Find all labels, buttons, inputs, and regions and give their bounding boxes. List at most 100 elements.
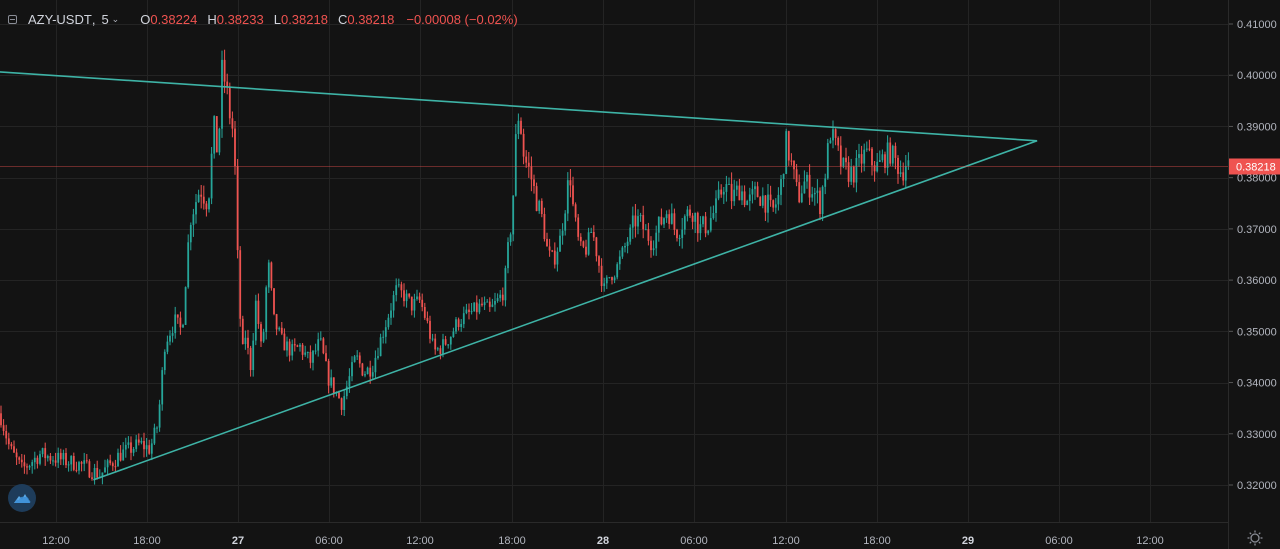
time-tick-label: 12:00	[1136, 535, 1164, 547]
symbol-separator: ,	[91, 11, 96, 27]
candle-body	[72, 456, 75, 470]
candle-body	[816, 190, 819, 193]
candle-body	[88, 461, 91, 478]
candle-body	[312, 350, 314, 363]
candle-body	[889, 142, 892, 164]
price-tick-label: 0.36000	[1237, 275, 1277, 287]
candle-body	[449, 337, 452, 345]
candle-body	[585, 246, 587, 255]
candles	[0, 49, 910, 485]
candle-body	[340, 398, 343, 410]
candle-body	[273, 288, 275, 315]
candle-body	[148, 445, 151, 454]
candle-body	[569, 180, 572, 186]
candle-body	[356, 355, 359, 357]
candle-body	[587, 232, 590, 255]
candle-body	[496, 298, 499, 301]
candle-body	[57, 452, 60, 463]
candle-body	[267, 262, 270, 288]
candle-body	[481, 303, 483, 306]
candle-body	[260, 324, 262, 342]
candle-body	[902, 172, 905, 181]
candle-body	[535, 186, 538, 211]
collapse-icon[interactable]	[8, 14, 17, 24]
candle-body	[782, 173, 785, 179]
candle-body	[387, 317, 390, 328]
candle-body	[192, 214, 195, 225]
time-tick-label: 06:00	[680, 535, 708, 547]
candle-body	[111, 463, 114, 467]
candle-body	[777, 194, 780, 205]
candle-body	[364, 374, 366, 376]
candle-body	[509, 234, 512, 243]
candle-body	[860, 154, 863, 164]
candle-body	[78, 462, 80, 471]
time-tick-label: 18:00	[498, 535, 526, 547]
price-tick-label: 0.40000	[1237, 70, 1277, 82]
symbol-legend: AZY-USDT, 5 ⌄ O 0.38224 H 0.38233 L 0.38218…	[8, 9, 518, 29]
candle-body	[382, 336, 385, 338]
candle-body	[665, 214, 668, 219]
candle-body	[504, 268, 507, 301]
candle-body	[426, 317, 429, 321]
candle-body	[145, 445, 148, 450]
candle-body	[135, 439, 138, 449]
time-axis[interactable]: 12:00 18:00 27 06:00 12:00 18:00 28 06:00 12:00 1…	[42, 535, 1164, 547]
candle-body	[891, 145, 894, 164]
candle-body	[631, 215, 634, 228]
candle-body	[572, 185, 574, 205]
price-axis[interactable]: 0.41000 0.40000 0.39000 0.38000 0.37000 0.360…	[1229, 19, 1277, 492]
low-label: L	[273, 11, 281, 27]
candle-body	[470, 311, 473, 313]
candle-body	[616, 264, 619, 278]
candle-body	[239, 250, 242, 319]
candle-body	[839, 145, 842, 167]
candle-body	[559, 235, 561, 252]
candle-body	[634, 215, 637, 227]
candle-body	[826, 143, 829, 179]
trendline-upper	[0, 71, 1038, 142]
candle-body	[756, 186, 759, 198]
candle-body	[132, 449, 135, 453]
candle-body	[689, 209, 691, 216]
candle-body	[715, 198, 717, 213]
candle-body	[137, 439, 140, 443]
symbol-name[interactable]: AZY-USDT	[28, 11, 92, 27]
candle-body	[67, 464, 70, 466]
candle-body	[592, 232, 595, 238]
candle-body	[598, 256, 600, 266]
candle-body	[834, 129, 837, 138]
candle-body	[262, 332, 265, 342]
chevron-down-icon[interactable]: ⌄	[111, 13, 120, 24]
last-price-marker: 0.38218	[0, 158, 1280, 175]
candle-body	[683, 216, 686, 230]
candle-body	[52, 460, 54, 462]
candle-body	[361, 363, 364, 376]
time-tick-label: 28	[597, 535, 609, 547]
candle-body	[746, 201, 749, 205]
timeframe-label[interactable]: 5	[101, 11, 109, 27]
candle-body	[691, 215, 694, 222]
trendlines[interactable]	[0, 60, 1038, 481]
candle-body	[374, 357, 377, 373]
candle-body	[166, 341, 169, 352]
candle-body	[0, 413, 2, 426]
candle-body	[486, 301, 489, 303]
gear-icon[interactable]	[1246, 529, 1264, 547]
price-tick-label: 0.38000	[1237, 173, 1277, 185]
candle-body	[338, 392, 340, 399]
candle-body	[280, 327, 283, 334]
candle-body	[626, 241, 629, 246]
candle-body	[460, 324, 463, 327]
candle-body	[642, 215, 645, 230]
candle-body	[865, 148, 868, 150]
cloud-logo-icon[interactable]	[8, 484, 36, 512]
candle-body	[772, 200, 775, 208]
price-tick-label: 0.32000	[1237, 480, 1277, 492]
candle-body	[517, 120, 520, 134]
candle-body	[70, 456, 73, 465]
candle-body	[423, 307, 426, 318]
candle-body	[811, 194, 814, 198]
candle-body	[403, 290, 405, 302]
